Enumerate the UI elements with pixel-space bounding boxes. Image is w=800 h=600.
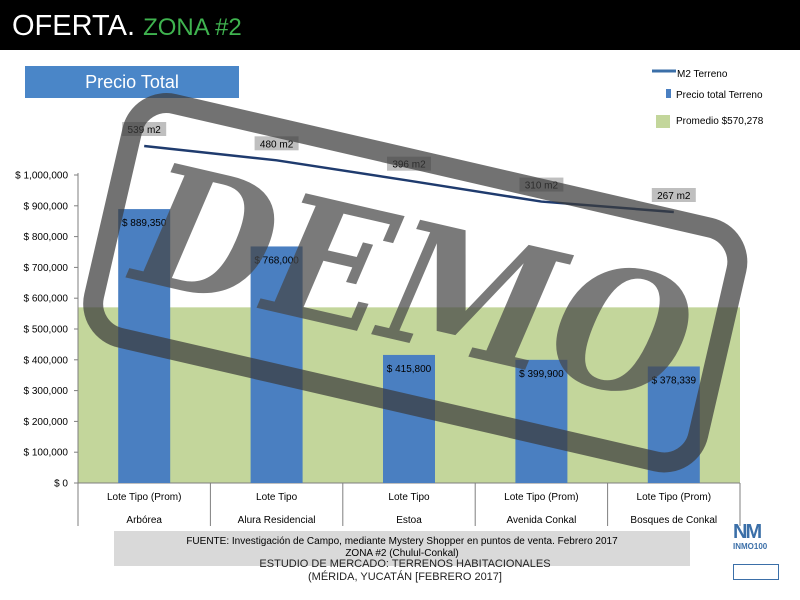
bar-data-label: $ 399,900: [519, 369, 564, 380]
category-label-line1: Lote Tipo (Prom): [637, 492, 711, 503]
category-label-line2: Bosques de Conkal: [630, 515, 717, 526]
title-bar: OFERTA. ZONA #2: [0, 0, 800, 50]
footer-line-1: ESTUDIO DE MERCADO: TERRENOS HABITACIONA…: [259, 558, 551, 570]
y-tick-label: $ 900,000: [24, 201, 69, 212]
m2-data-label: 267 m2: [657, 191, 691, 202]
category-label-line2: Avenida Conkal: [506, 515, 576, 526]
y-tick-label: $ 100,000: [24, 448, 69, 459]
legend-bar-label: Precio total Terreno: [676, 90, 763, 101]
category-label-line2: Alura Residencial: [238, 515, 316, 526]
source-note: FUENTE: Investigación de Campo, mediante…: [114, 531, 690, 566]
y-tick-label: $ 400,000: [24, 355, 69, 366]
slide-title: OFERTA. ZONA #2: [12, 6, 242, 48]
category-label-line1: Lote Tipo (Prom): [107, 492, 181, 503]
category-label-line1: Lote Tipo: [388, 492, 430, 503]
legend-average-label: Promedio $570,278: [676, 116, 764, 127]
bar-data-label: $ 378,339: [652, 375, 697, 386]
m2-data-label: 480 m2: [260, 139, 294, 150]
y-tick-label: $ 700,000: [24, 263, 69, 274]
logo-text: INMO100: [733, 542, 768, 551]
legend-average-swatch: [656, 115, 670, 128]
slide-subtitle: ZONA #2: [143, 14, 242, 41]
y-tick-label: $ 1,000,000: [15, 171, 68, 182]
watermark-frame: [83, 93, 748, 473]
watermark-group: DEMO: [83, 93, 748, 473]
category-label-line2: Estoa: [396, 515, 422, 526]
bar: [383, 354, 435, 483]
bar-data-label: $ 415,800: [387, 364, 432, 375]
category-label-line1: Lote Tipo: [256, 492, 298, 503]
m2-label-bg: [651, 188, 696, 202]
footer: ESTUDIO DE MERCADO: TERRENOS HABITACIONA…: [240, 558, 570, 584]
category-label-line1: Lote Tipo (Prom): [504, 492, 578, 503]
y-tick-label: $ 200,000: [24, 417, 69, 428]
y-tick-label: $ 300,000: [24, 386, 69, 397]
y-tick-label: $ 800,000: [24, 232, 69, 243]
slide-title-text: OFERTA.: [12, 10, 135, 42]
legend-bar-swatch: [666, 89, 671, 98]
bar-data-label: $ 768,000: [254, 255, 299, 266]
source-line-1: FUENTE: Investigación de Campo, mediante…: [186, 536, 618, 547]
m2-data-label: 539 m2: [128, 125, 162, 136]
logo: NM INMO100: [733, 521, 781, 551]
y-tick-label: $ 500,000: [24, 325, 69, 336]
legend-line-label: M2 Terreno: [677, 69, 728, 80]
category-label-line2: Arbórea: [126, 515, 162, 526]
price-total-label: Precio Total: [25, 66, 239, 98]
source-line-2: ZONA #2 (Chulul-Conkal): [345, 548, 459, 559]
y-tick-label: $ 600,000: [24, 294, 69, 305]
logo-mark: NM: [733, 521, 762, 543]
y-tick-label: $ 0: [54, 479, 68, 490]
footer-line-2: (MÉRIDA, YUCATÁN [FEBRERO 2017]: [308, 571, 502, 583]
logo-box: [733, 564, 779, 580]
bar-data-label: $ 889,350: [122, 218, 167, 229]
